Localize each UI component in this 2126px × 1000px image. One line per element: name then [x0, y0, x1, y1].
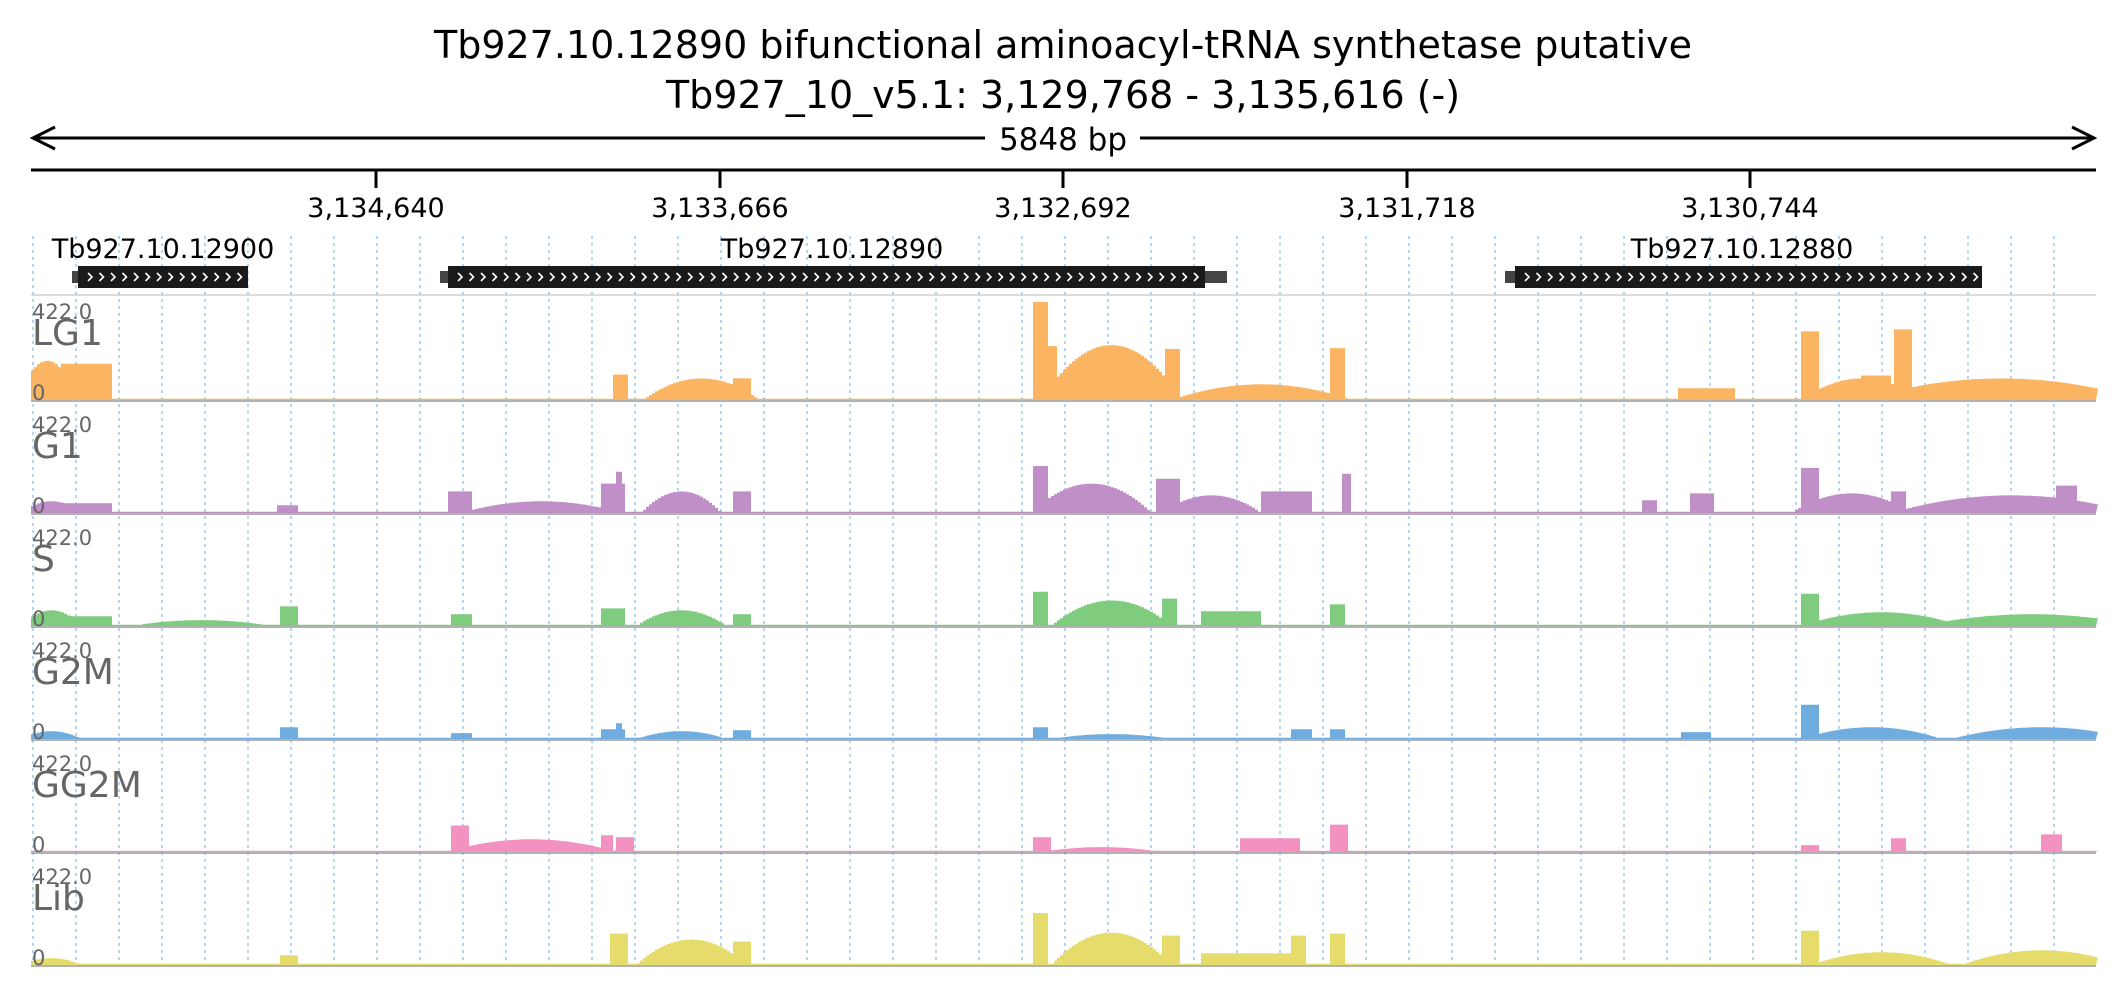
track-min-label: 0: [32, 381, 45, 405]
gene-utr: [1505, 271, 1517, 283]
track-min-label: 0: [32, 833, 45, 857]
axis-tick-label: 3,132,692: [994, 193, 1131, 224]
track-name: S: [32, 539, 55, 580]
locus-label: Tb927_10_v5.1: 3,129,768 - 3,135,616 (-): [665, 73, 1461, 117]
coverage-histogram: [31, 704, 2098, 739]
strand-arrows: [457, 272, 1200, 282]
track-max-label: 422.0: [32, 865, 92, 889]
track-name: Lib: [32, 878, 85, 919]
gene-label: Tb927.10.12890: [720, 234, 944, 265]
coverage-histogram: [31, 591, 2098, 626]
gene-body: [78, 266, 248, 288]
axis-tick-label: 3,131,718: [1338, 193, 1475, 224]
track-max-label: 422.0: [32, 413, 92, 437]
plot-title: Tb927.10.12890 bifunctional aminoacyl-tR…: [434, 23, 1692, 67]
track-name: G2M: [32, 652, 114, 693]
length-label: 5848 bp: [999, 122, 1127, 158]
axis-tick-label: 3,130,744: [1681, 193, 1818, 224]
track-min-label: 0: [32, 946, 45, 970]
coverage-track-g1: 422.0G1 0: [31, 413, 2098, 518]
track-max-label: 422.0: [32, 526, 92, 550]
arrowhead-right: [2071, 125, 2098, 151]
arrowhead-left: [29, 125, 56, 151]
gene-body: [448, 266, 1205, 288]
track-max-label: 422.0: [32, 752, 92, 776]
strand-arrows: [1524, 272, 1979, 282]
track-min-label: 0: [32, 494, 45, 518]
gene-label: Tb927.10.12900: [51, 234, 275, 265]
gene-utr: [72, 271, 80, 283]
track-name: G1: [32, 426, 83, 467]
track-name: LG1: [32, 313, 103, 354]
axis-tick-label: 3,134,640: [307, 193, 444, 224]
coverage-track-s: 422.0S 0: [31, 526, 2098, 631]
coverage-histogram: [31, 302, 2098, 400]
track-name: GG2M: [32, 765, 142, 806]
track-min-label: 0: [32, 720, 45, 744]
track-max-label: 422.0: [32, 639, 92, 663]
axis-tick-label: 3,133,666: [651, 193, 788, 224]
gene-label: Tb927.10.12880: [1630, 234, 1854, 265]
track-max-label: 422.0: [32, 300, 92, 324]
gene-utr: [440, 271, 450, 283]
coverage-histogram: [31, 913, 2098, 965]
gene-utr: [1203, 271, 1227, 283]
track-min-label: 0: [32, 607, 45, 631]
coverage-histogram: [31, 824, 2098, 852]
coverage-histogram: [31, 466, 2098, 513]
strand-arrows: [87, 272, 243, 282]
